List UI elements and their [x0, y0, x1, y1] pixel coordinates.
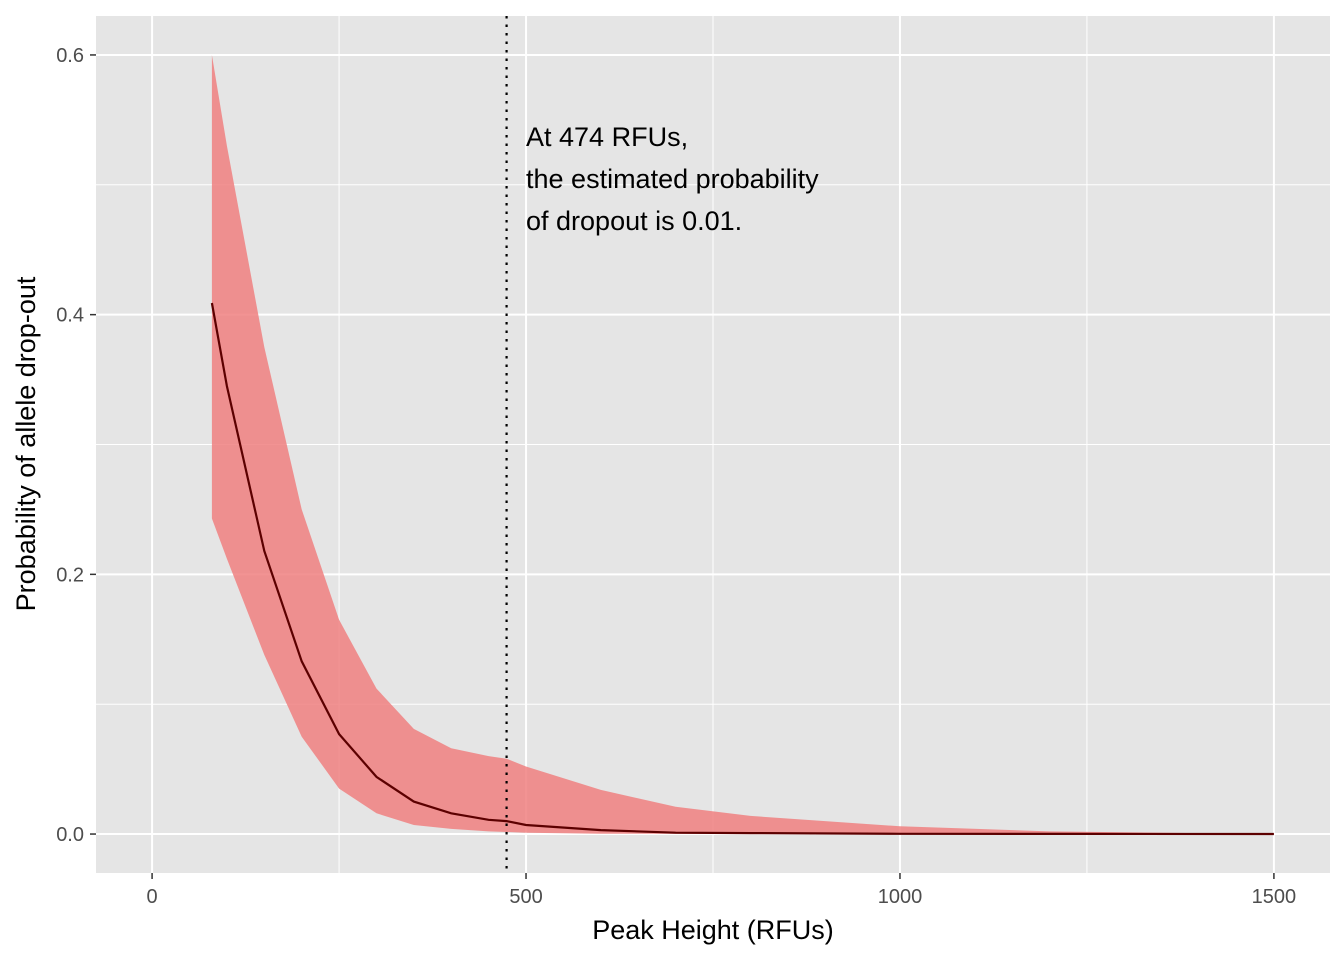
x-tick-label: 0 — [147, 886, 158, 908]
annotation-line: the estimated probability — [526, 164, 819, 194]
annotation-line: At 474 RFUs, — [526, 122, 688, 152]
y-axis-ticks: 0.0 0.2 0.4 0.6 — [56, 45, 96, 846]
y-tick-label: 0.6 — [56, 45, 84, 67]
x-tick-label: 1500 — [1252, 886, 1297, 908]
confidence-ribbon — [211, 55, 1274, 834]
x-tick-label: 500 — [509, 886, 542, 908]
y-tick-label: 0.2 — [56, 564, 84, 586]
x-axis-ticks: 0 500 1000 1500 — [147, 873, 1297, 908]
annotation-text: At 474 RFUs, the estimated probability of … — [526, 122, 819, 236]
y-tick-label: 0.0 — [56, 824, 84, 846]
x-axis-title: Peak Height (RFUs) — [592, 915, 834, 945]
annotation-line: of dropout is 0.01. — [526, 206, 742, 236]
x-tick-label: 1000 — [878, 886, 923, 908]
y-tick-label: 0.4 — [56, 305, 84, 327]
dropout-curve — [210, 302, 1274, 836]
y-axis-title: Probability of allele drop-out — [11, 276, 41, 611]
